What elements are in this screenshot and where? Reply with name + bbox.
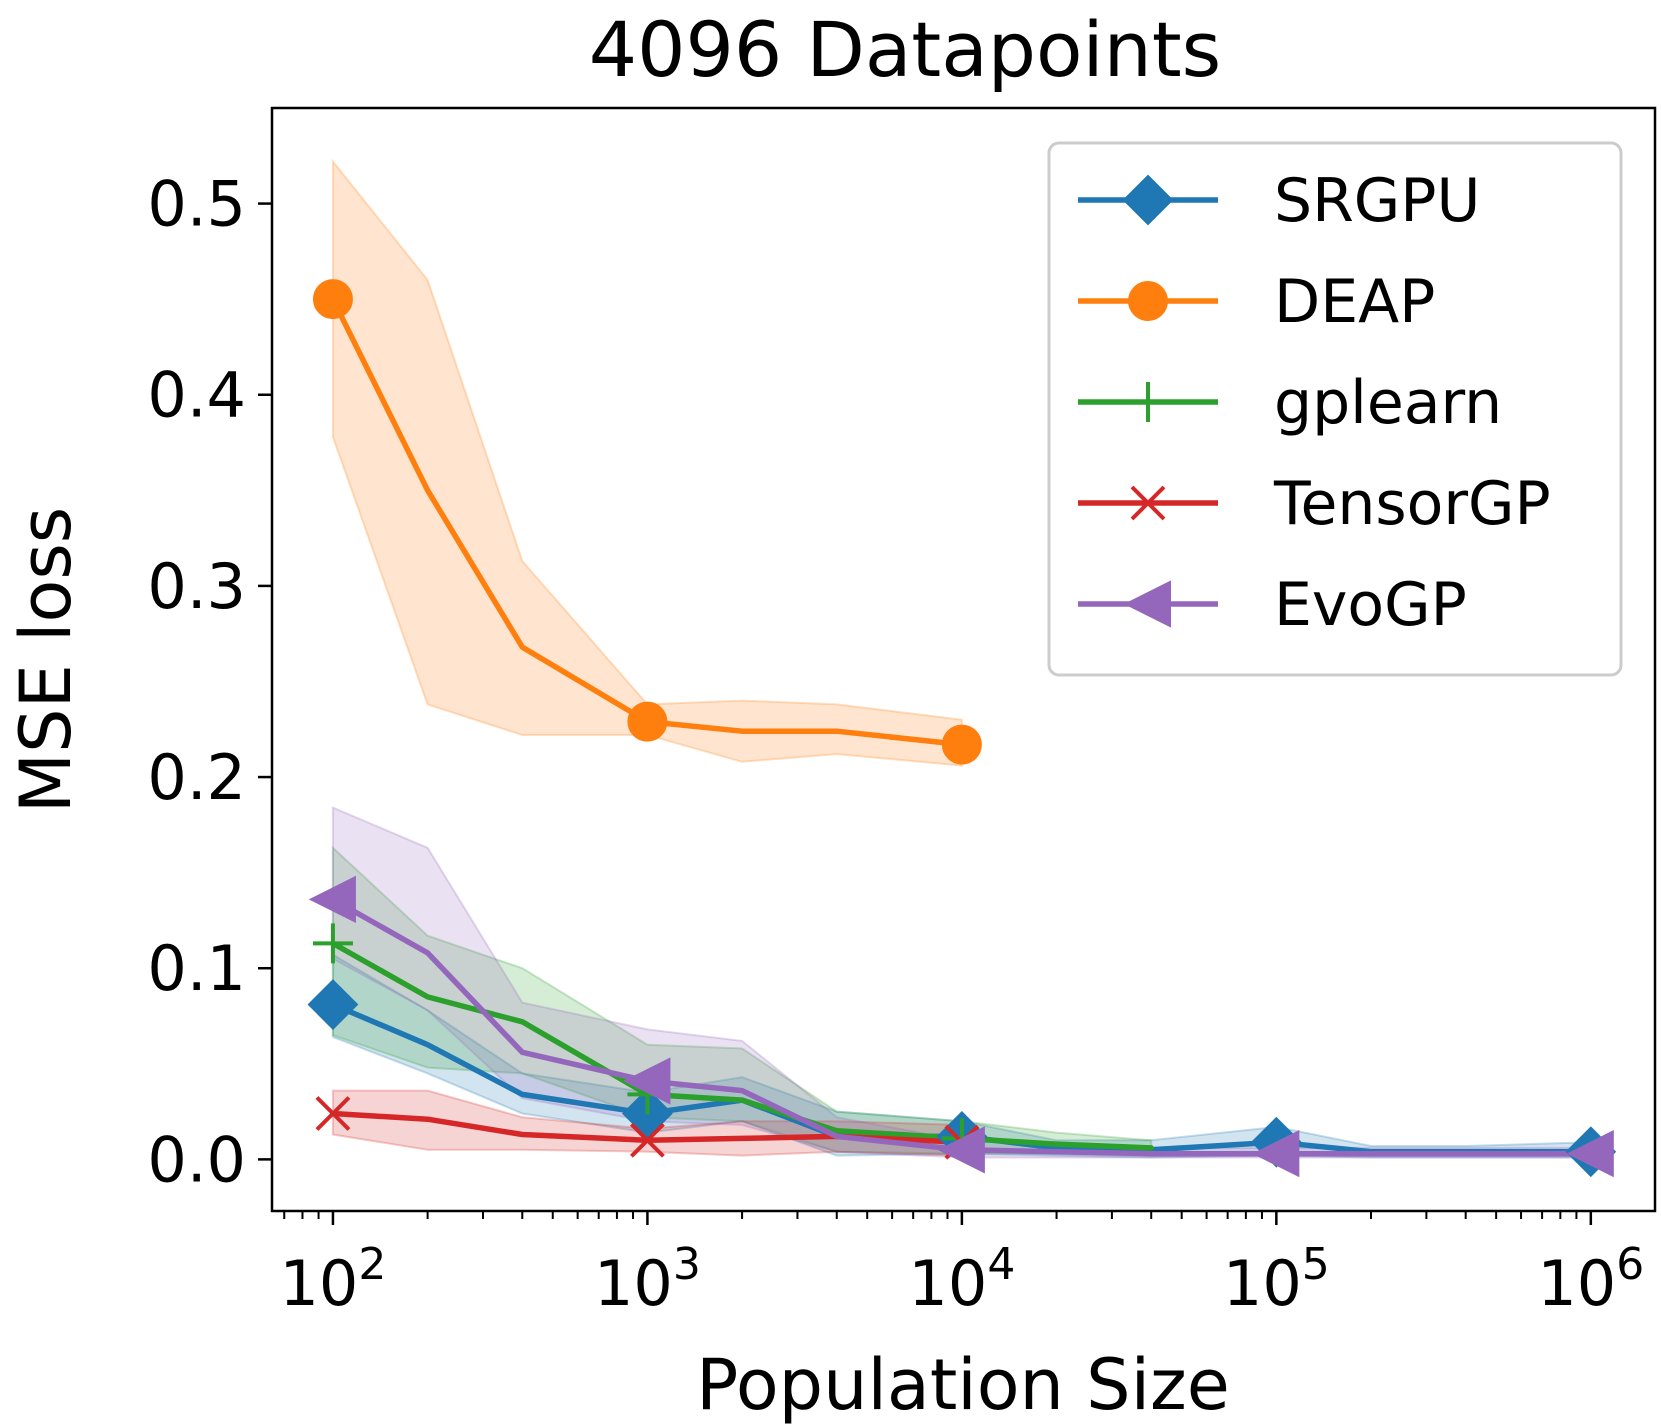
x-tick-exponent: 2 — [358, 1239, 386, 1290]
y-tick-label: 0.1 — [147, 932, 246, 1005]
marker-deap — [941, 724, 982, 765]
x-axis-label: Population Size — [696, 1344, 1230, 1426]
legend-label-tensorgp: TensorGP — [1273, 469, 1551, 539]
marker-deap — [312, 279, 353, 320]
x-axis: 102 103 104 105 106 — [279, 1211, 1644, 1320]
chart-title: 4096 Datapoints — [589, 5, 1221, 94]
x-tick-label: 104 — [908, 1239, 1015, 1320]
x-tick-base: 10 — [1537, 1247, 1616, 1320]
legend-marker-srgpu — [1122, 174, 1174, 226]
legend-label-deap: DEAP — [1274, 267, 1435, 337]
x-tick-label: 103 — [594, 1239, 701, 1320]
legend-marker-gplearn — [1128, 382, 1168, 422]
legend-label-gplearn: gplearn — [1274, 368, 1502, 438]
y-tick-label: 0.5 — [147, 168, 246, 241]
legend-item-srgpu: SRGPU — [1078, 166, 1480, 236]
x-tick-base: 10 — [594, 1247, 673, 1320]
legend-item-evogp: EvoGP — [1078, 570, 1467, 640]
legend-label-srgpu: SRGPU — [1274, 166, 1480, 236]
y-axis: 0.0 0.1 0.2 0.3 0.4 0.5 — [147, 168, 272, 1196]
legend-marker-tensorgp — [1130, 485, 1166, 521]
marker-evogp — [623, 1057, 671, 1105]
legend-item-deap: DEAP — [1078, 267, 1435, 337]
marker-tensorgp — [315, 1096, 351, 1131]
y-tick-label: 0.0 — [147, 1123, 246, 1196]
y-tick-label: 0.4 — [147, 359, 246, 432]
x-tick-exponent: 4 — [987, 1239, 1015, 1290]
x-tick-label: 106 — [1537, 1239, 1644, 1320]
legend: SRGPU DEAP gplearn TensorGP EvoGP — [1047, 141, 1623, 677]
y-axis-label: MSE loss — [5, 507, 87, 814]
legend-item-tensorgp: TensorGP — [1078, 469, 1551, 539]
plot-frame — [270, 106, 1657, 1213]
legend-frame — [1047, 141, 1623, 677]
marker-gplearn — [312, 923, 353, 964]
x-tick-label: 102 — [279, 1239, 386, 1320]
x-tick-base: 10 — [908, 1247, 987, 1320]
x-tick-exponent: 5 — [1302, 1239, 1330, 1290]
band-deap — [331, 158, 963, 767]
marker-evogp — [1566, 1130, 1614, 1178]
x-tick-base: 10 — [1223, 1247, 1302, 1320]
marker-deap — [627, 701, 668, 742]
y-tick-label: 0.2 — [147, 741, 246, 814]
x-tick-exponent: 6 — [1616, 1239, 1644, 1290]
legend-label-evogp: EvoGP — [1274, 570, 1467, 640]
legend-marker-evogp — [1123, 580, 1171, 628]
marker-tensorgp — [630, 1122, 665, 1158]
marker-evogp — [937, 1126, 985, 1174]
legend-item-gplearn: gplearn — [1078, 368, 1502, 438]
y-tick-label: 0.3 — [147, 550, 246, 623]
marker-srgpu — [307, 979, 359, 1030]
x-tick-exponent: 3 — [673, 1239, 701, 1290]
legend-marker-deap — [1128, 281, 1168, 321]
x-tick-base: 10 — [279, 1247, 358, 1320]
line-gplearn — [330, 940, 1154, 1151]
x-tick-label: 105 — [1223, 1239, 1330, 1320]
marker-evogp — [308, 875, 356, 924]
marker-evogp — [1252, 1130, 1300, 1178]
series-markers — [307, 279, 1617, 1178]
